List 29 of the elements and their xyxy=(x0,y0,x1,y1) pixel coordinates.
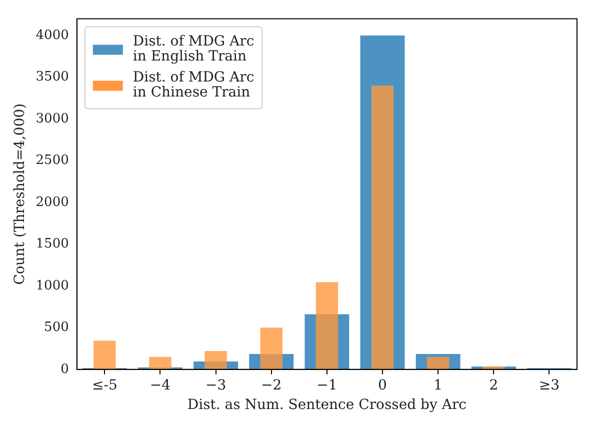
x-axis-title: Dist. as Num. Sentence Crossed by Arc xyxy=(187,397,467,414)
x-tick-label: −3 xyxy=(205,377,226,394)
y-axis-title: Count (Threshold=4,000) xyxy=(12,103,28,285)
x-tick-label: 2 xyxy=(489,377,498,394)
y-tick-label: 1500 xyxy=(36,236,69,252)
bar xyxy=(149,356,172,370)
bar xyxy=(316,282,338,370)
x-tick-label: −4 xyxy=(150,377,171,394)
bar xyxy=(371,86,394,370)
x-tick-label: −1 xyxy=(316,377,338,394)
y-tick-label: 2500 xyxy=(36,153,69,168)
bar xyxy=(426,356,450,370)
y-tick-label: 1000 xyxy=(36,278,69,294)
x-tick-label: ≥3 xyxy=(538,377,560,394)
x-tick-label: 1 xyxy=(434,377,443,394)
bar xyxy=(94,340,116,370)
y-tick-label: 500 xyxy=(44,320,69,336)
y-tick-label: 2000 xyxy=(36,194,69,210)
y-tick-label: 0 xyxy=(60,362,69,377)
x-tick-label: 0 xyxy=(378,377,387,394)
x-tick-label: ≤-5 xyxy=(92,377,118,394)
y-tick-label: 3500 xyxy=(36,70,69,85)
y-tick-label: 4000 xyxy=(36,28,69,43)
x-tick-label: −2 xyxy=(261,377,282,394)
legend-label: Dist. of MDG Arc in English Train xyxy=(132,33,254,64)
legend-label: Dist. of MDG Arc in Chinese Train xyxy=(132,69,254,100)
bar xyxy=(260,328,282,370)
y-tick-label: 3000 xyxy=(36,111,69,126)
bar xyxy=(204,351,227,370)
